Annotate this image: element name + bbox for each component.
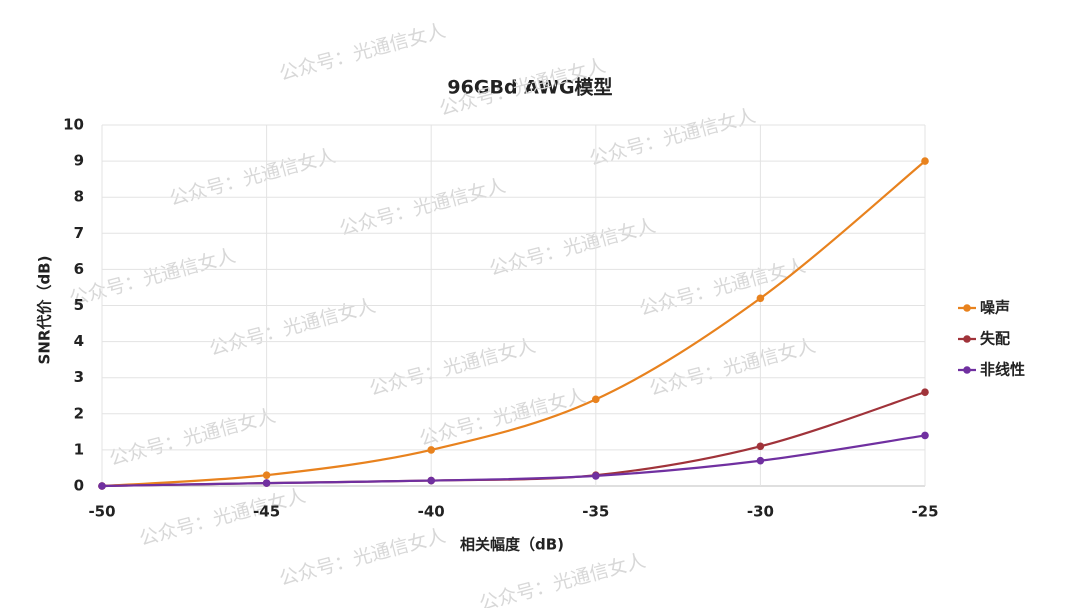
legend-label: 非线性 [980, 361, 1025, 379]
legend-label: 噪声 [980, 299, 1010, 317]
watermark: 公众号：光通信女人 [277, 525, 448, 591]
point [756, 294, 765, 303]
y-tick-label: 6 [74, 260, 84, 278]
watermark: 公众号：光通信女人 [167, 145, 338, 211]
watermark: 公众号：光通信女人 [67, 245, 238, 311]
watermark: 公众号：光通信女人 [487, 215, 658, 281]
legend-swatch [963, 366, 971, 374]
y-tick-label: 10 [63, 116, 84, 134]
watermark: 公众号：光通信女人 [207, 295, 378, 361]
watermark: 公众号：光通信女人 [587, 105, 758, 171]
watermark: 公众号：光通信女人 [107, 405, 278, 471]
x-axis-label: 相关幅度（dB) [460, 536, 564, 554]
watermark: 公众号：光通信女人 [417, 385, 588, 451]
chart-title: 96GBd AWG模型 [447, 76, 612, 99]
legend-label: 失配 [980, 330, 1010, 348]
series-line [101, 434, 926, 488]
point [921, 388, 929, 396]
y-tick-label: 8 [74, 188, 84, 206]
point [921, 157, 929, 165]
watermark: 公众号：光通信女人 [637, 255, 808, 321]
x-tick-label: -35 [582, 503, 609, 521]
watermark: 公众号：光通信女人 [277, 20, 448, 86]
y-tick-label: 9 [74, 152, 84, 170]
point [98, 482, 106, 490]
y-tick-label: 1 [74, 440, 84, 458]
x-tick-label: -40 [418, 503, 445, 521]
watermark: 公众号：光通信女人 [367, 335, 538, 401]
y-tick-label: 7 [74, 224, 84, 242]
y-tick-label: 5 [74, 296, 84, 314]
x-tick-label: -45 [253, 503, 280, 521]
point [756, 456, 765, 465]
point [427, 446, 436, 454]
y-tick-label: 0 [74, 477, 84, 495]
y-tick-label: 3 [74, 368, 84, 386]
legend-swatch [963, 304, 971, 312]
legend-swatch [963, 335, 971, 343]
x-tick-label: -25 [911, 503, 938, 521]
point [262, 471, 271, 479]
x-tick-label: -30 [747, 503, 774, 521]
series-line [101, 160, 926, 488]
watermark: 公众号：光通信女人 [337, 175, 508, 241]
x-tick-label: -50 [88, 503, 115, 521]
watermark: 公众号：光通信女人 [477, 550, 648, 608]
point [592, 395, 600, 404]
point [756, 442, 765, 451]
y-axis-label: SNR代价（dB) [36, 256, 54, 365]
watermark: 公众号：光通信女人 [647, 335, 818, 401]
point [427, 476, 436, 485]
y-tick-label: 4 [74, 332, 84, 350]
point [921, 431, 929, 440]
watermark: 公众号：光通信女人 [137, 485, 308, 551]
point [262, 479, 271, 487]
y-tick-label: 2 [74, 404, 84, 422]
point [592, 472, 600, 480]
